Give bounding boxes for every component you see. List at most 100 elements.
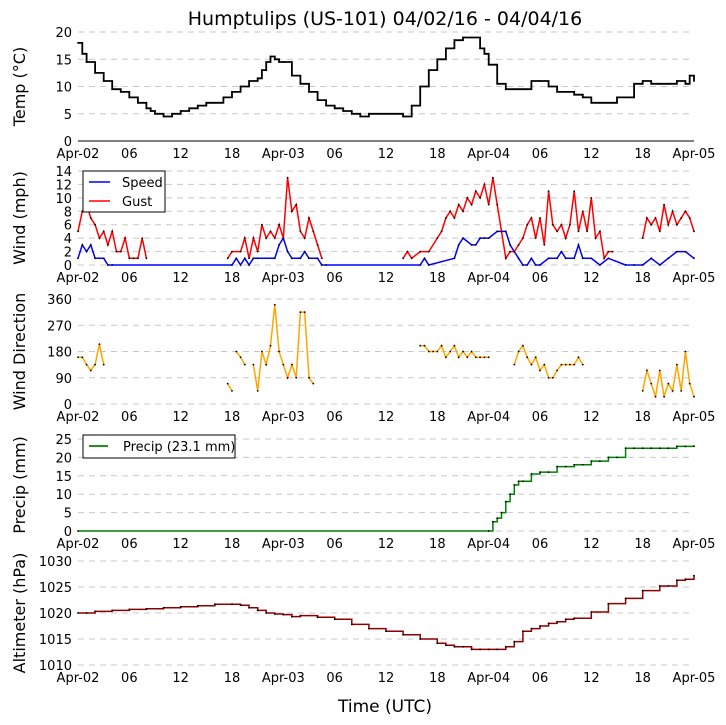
data-point bbox=[419, 85, 422, 88]
data-point bbox=[688, 74, 691, 77]
data-point bbox=[684, 445, 687, 448]
data-point bbox=[663, 203, 665, 206]
x-tick-label: 12 bbox=[172, 147, 189, 162]
data-point bbox=[179, 110, 182, 112]
data-point bbox=[466, 356, 469, 359]
data-point bbox=[547, 622, 550, 625]
data-point bbox=[102, 257, 105, 260]
series-line-speed bbox=[77, 230, 695, 267]
y-tick-label: 10 bbox=[55, 192, 72, 207]
data-point bbox=[530, 363, 533, 366]
data-point bbox=[427, 69, 430, 71]
data-point bbox=[569, 363, 571, 366]
y-axis-label: Wind Direction bbox=[10, 293, 29, 411]
data-point bbox=[308, 91, 310, 93]
x-tick-label: 06 bbox=[326, 271, 343, 286]
data-point bbox=[291, 363, 293, 366]
series-line-direction bbox=[513, 344, 584, 379]
data-point bbox=[543, 244, 546, 246]
data-point bbox=[658, 230, 661, 233]
x-axis-label: Time (UTC) bbox=[337, 697, 432, 717]
data-point bbox=[196, 604, 199, 607]
data-point bbox=[530, 627, 533, 630]
data-point bbox=[423, 344, 426, 347]
data-point bbox=[303, 311, 306, 313]
data-point bbox=[145, 107, 148, 110]
data-point bbox=[453, 217, 456, 219]
data-point bbox=[539, 471, 541, 473]
data-point bbox=[492, 176, 494, 179]
data-point bbox=[474, 356, 477, 359]
data-point bbox=[269, 230, 272, 233]
data-point bbox=[517, 480, 520, 483]
data-point bbox=[487, 356, 490, 359]
data-point bbox=[77, 530, 79, 532]
data-point bbox=[98, 237, 101, 240]
data-point bbox=[560, 250, 563, 253]
data-point bbox=[261, 350, 263, 353]
data-point bbox=[534, 356, 537, 359]
data-point bbox=[214, 603, 216, 606]
data-point bbox=[599, 460, 601, 462]
panel-altimeter: 1010 1015 1020 1025 1030 Apr-02 06 12 18 Apr-03 06… bbox=[10, 553, 715, 686]
series-line-direction bbox=[227, 383, 233, 392]
data-point bbox=[487, 237, 490, 240]
data-point bbox=[256, 257, 259, 260]
y-tick-label: 15 bbox=[55, 53, 72, 68]
x-tick-label: 06 bbox=[532, 271, 549, 286]
data-point bbox=[483, 52, 486, 55]
x-tick-label: 18 bbox=[224, 147, 241, 162]
data-point bbox=[410, 104, 413, 107]
data-point bbox=[522, 237, 524, 240]
data-point bbox=[599, 264, 601, 266]
data-point bbox=[573, 190, 576, 193]
data-point bbox=[684, 578, 687, 581]
data-point bbox=[252, 257, 255, 260]
data-point bbox=[286, 250, 289, 253]
x-tick-label: 12 bbox=[583, 410, 600, 425]
data-point bbox=[522, 480, 524, 483]
data-point bbox=[577, 244, 580, 246]
data-point bbox=[676, 80, 678, 82]
data-point bbox=[509, 250, 511, 253]
data-point bbox=[504, 500, 507, 503]
data-point bbox=[607, 257, 610, 260]
data-point bbox=[462, 210, 464, 213]
series-line-direction bbox=[252, 304, 314, 392]
data-point bbox=[496, 230, 499, 233]
data-point bbox=[616, 96, 618, 99]
data-point bbox=[248, 606, 251, 609]
data-point bbox=[282, 237, 285, 240]
x-tick-label: 12 bbox=[583, 271, 600, 286]
x-tick-label: 06 bbox=[532, 671, 549, 686]
data-point bbox=[517, 257, 520, 260]
data-point bbox=[85, 61, 88, 63]
data-point bbox=[457, 203, 460, 206]
data-point bbox=[308, 217, 310, 219]
data-point bbox=[667, 447, 670, 450]
data-point bbox=[641, 80, 644, 82]
y-tick-label: 1025 bbox=[39, 581, 72, 596]
data-point bbox=[599, 101, 601, 104]
data-point bbox=[312, 230, 315, 233]
data-point bbox=[573, 463, 576, 466]
data-point bbox=[462, 36, 464, 39]
data-point bbox=[693, 257, 695, 260]
x-tick-label: 18 bbox=[429, 537, 446, 552]
data-point bbox=[235, 257, 238, 260]
data-point bbox=[432, 350, 434, 353]
data-point bbox=[368, 627, 370, 630]
data-point bbox=[265, 363, 268, 366]
y-tick-label: 0 bbox=[64, 525, 72, 540]
data-point bbox=[641, 447, 644, 450]
data-point bbox=[590, 101, 593, 104]
data-point bbox=[564, 465, 567, 468]
data-point bbox=[693, 80, 695, 82]
data-point bbox=[278, 61, 280, 63]
data-point bbox=[291, 615, 293, 618]
data-point bbox=[308, 257, 310, 260]
data-point bbox=[607, 101, 610, 104]
data-point bbox=[603, 257, 606, 260]
data-point bbox=[573, 617, 576, 620]
data-point bbox=[299, 230, 302, 233]
